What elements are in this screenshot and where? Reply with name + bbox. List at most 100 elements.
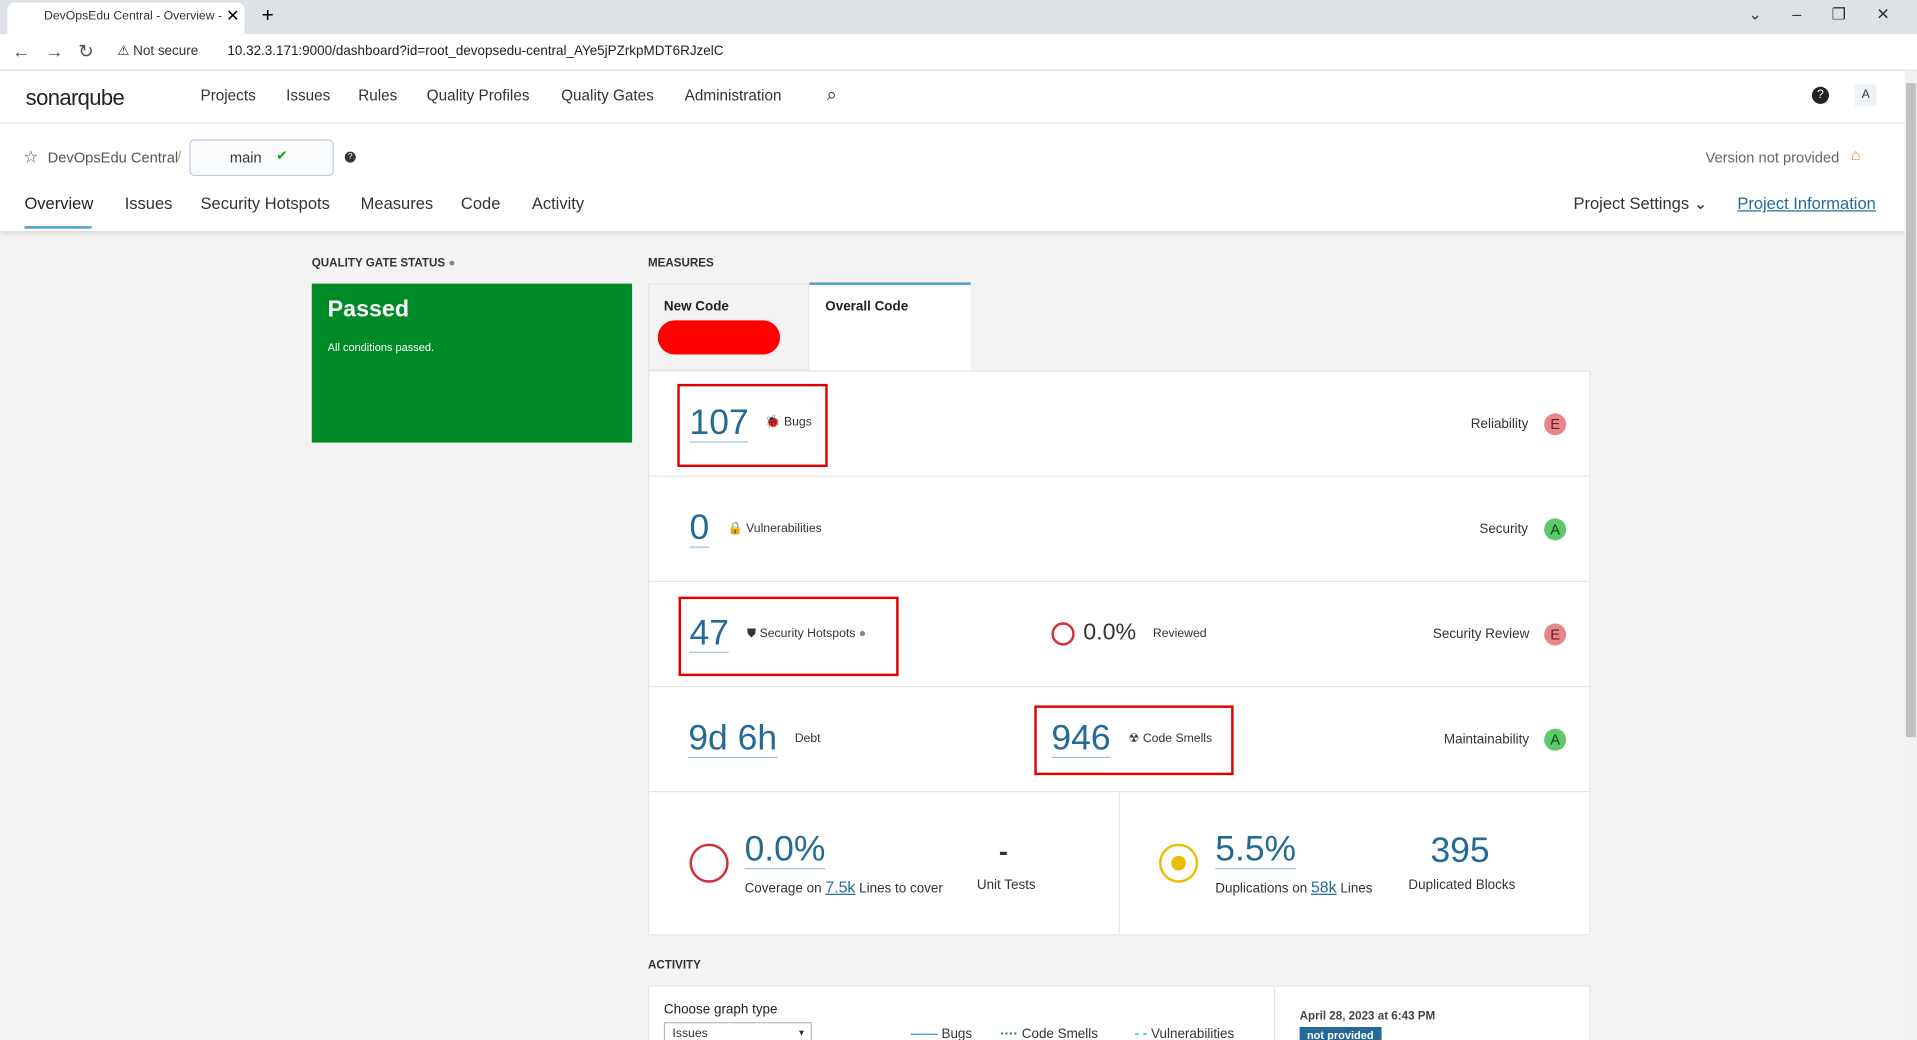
vulnerabilities-label-text: Vulnerabilities <box>746 522 822 536</box>
separator: / <box>177 147 182 166</box>
branch-help[interactable]: ? <box>344 151 356 163</box>
rating-label: Maintainability <box>1443 732 1530 748</box>
project-tab[interactable]: Overview <box>24 194 94 213</box>
coverage-lines[interactable]: 7.5k <box>825 877 856 897</box>
unit-tests-label: Unit Tests <box>976 877 1036 893</box>
highlight-box <box>678 596 899 677</box>
duplications-prefix: Duplications on <box>1215 881 1308 897</box>
search-icon[interactable]: ⌕ <box>826 84 837 106</box>
project-settings-label: Project Settings <box>1573 194 1690 213</box>
legend-line: ···· <box>1000 1026 1019 1040</box>
duplications-lines[interactable]: 58k <box>1310 877 1337 897</box>
divider <box>649 475 1590 477</box>
review-circle <box>1051 622 1075 646</box>
project-name[interactable]: DevOpsEdu Central <box>47 149 179 167</box>
tab[interactable] <box>7 2 245 35</box>
debt-value[interactable]: 9d 6h <box>688 718 778 759</box>
coverage-suffix: Lines to cover <box>859 881 943 897</box>
nav-item[interactable]: Administration <box>684 86 782 104</box>
security-indicator[interactable]: ⚠ Not secure <box>117 44 199 59</box>
coverage-value[interactable]: 0.0% <box>744 830 826 870</box>
nav-buttons[interactable]: ←→↻ <box>12 41 109 63</box>
graph-select-value: Issues <box>672 1026 708 1040</box>
window-controls[interactable]: ⌄–❐✕ <box>1748 4 1917 24</box>
legend-item: —— Bugs <box>911 1027 972 1040</box>
avatar[interactable]: A <box>1854 84 1877 107</box>
logo[interactable]: sonarqube <box>25 85 125 111</box>
hotspots-value[interactable]: 47 <box>689 613 729 653</box>
url[interactable]: 10.32.3.171:9000/dashboard?id=root_devop… <box>227 44 724 59</box>
measures-tab-label: Overall Code <box>825 299 909 315</box>
rating[interactable]: A <box>1544 728 1567 751</box>
tab-close[interactable]: ✕ <box>226 6 240 25</box>
graph-select[interactable]: Issues ▼ <box>663 1022 812 1040</box>
activity-panel <box>647 985 1591 1040</box>
project-information[interactable]: Project Information <box>1737 194 1876 213</box>
project-tab[interactable]: Code <box>460 194 501 213</box>
debt-label: Debt <box>794 732 821 746</box>
divider <box>649 791 1590 793</box>
rating[interactable]: A <box>1544 518 1567 541</box>
bugs-value[interactable]: 107 <box>689 403 749 443</box>
project-tab[interactable]: Activity <box>531 194 585 213</box>
rating-label: Security <box>1479 522 1528 537</box>
hotspots-label-text: Security Hotspots <box>759 627 856 641</box>
nav-item[interactable]: Issues <box>286 86 331 104</box>
new-tab[interactable]: + <box>261 3 274 27</box>
duplications-dot <box>1171 855 1186 871</box>
reviewed-label: Reviewed <box>1152 627 1207 641</box>
branch-status: ✔ <box>276 149 288 164</box>
nav-item[interactable]: Rules <box>358 86 398 104</box>
bugs-label: 🐞 Bugs <box>765 415 812 430</box>
not-secure: Not secure <box>133 44 199 59</box>
tab-strip <box>0 0 1917 35</box>
legend-text: Vulnerabilities <box>1151 1026 1235 1040</box>
home-icon[interactable]: ⌂ <box>1851 145 1861 164</box>
bugs-label-text: Bugs <box>783 415 812 430</box>
vulnerabilities-value[interactable]: 0 <box>689 508 710 548</box>
duplications-value[interactable]: 5.5% <box>1215 830 1297 870</box>
qg-status: Passed <box>327 297 410 323</box>
nav-item[interactable]: Projects <box>200 86 256 104</box>
favorite-star[interactable]: ☆ <box>23 146 39 167</box>
help-icon[interactable]: ? <box>1811 86 1830 104</box>
highlight-box <box>1034 705 1234 776</box>
coverage-prefix: Coverage on <box>744 881 822 897</box>
divider <box>649 685 1590 688</box>
duplications-suffix: Lines <box>1340 881 1373 897</box>
branch-name: main <box>229 149 262 167</box>
duplications-text: Duplications on 58k Lines <box>1215 878 1372 896</box>
hotspots-help[interactable]: ● <box>858 627 867 641</box>
smells-label-text: Code Smells <box>1142 732 1213 746</box>
project-tab[interactable]: Measures <box>360 194 434 213</box>
reviewed-value[interactable]: 0.0% <box>1083 619 1137 646</box>
scroll-thumb[interactable] <box>1906 83 1916 738</box>
rating[interactable]: E <box>1544 623 1567 646</box>
highlight-box <box>677 383 828 468</box>
measures-tab[interactable] <box>809 282 971 372</box>
branch-selector[interactable] <box>189 139 334 177</box>
measures-heading: MEASURES <box>647 256 714 271</box>
rating-label: Reliability <box>1470 416 1529 432</box>
activity-heading: ACTIVITY <box>647 958 701 972</box>
project-tab[interactable]: Security Hotspots <box>200 194 330 213</box>
project-tab[interactable]: Issues <box>124 194 173 213</box>
scrollbar[interactable] <box>1904 70 1917 1040</box>
blocks-value[interactable]: 395 <box>1430 831 1490 871</box>
nav-item[interactable]: Quality Profiles <box>426 86 530 104</box>
top-nav <box>0 70 1917 124</box>
nav-item[interactable]: Quality Gates <box>561 86 654 104</box>
smells-value[interactable]: 946 <box>1051 718 1111 759</box>
qg-help[interactable]: ● <box>448 256 456 271</box>
select-arrow: ▼ <box>797 1029 806 1038</box>
redaction <box>657 320 781 355</box>
divider <box>1118 792 1120 935</box>
legend-line: —— <box>910 1026 938 1040</box>
qg-box <box>311 283 633 443</box>
version-badge: not provided <box>1299 1026 1381 1040</box>
project-settings[interactable]: Project Settings ⌄ <box>1573 194 1708 213</box>
qg-message: All conditions passed. <box>327 341 435 354</box>
rating[interactable]: E <box>1544 413 1567 436</box>
graph-label: Choose graph type <box>663 1002 778 1018</box>
legend-item: - - Vulnerabilities <box>1135 1027 1235 1040</box>
